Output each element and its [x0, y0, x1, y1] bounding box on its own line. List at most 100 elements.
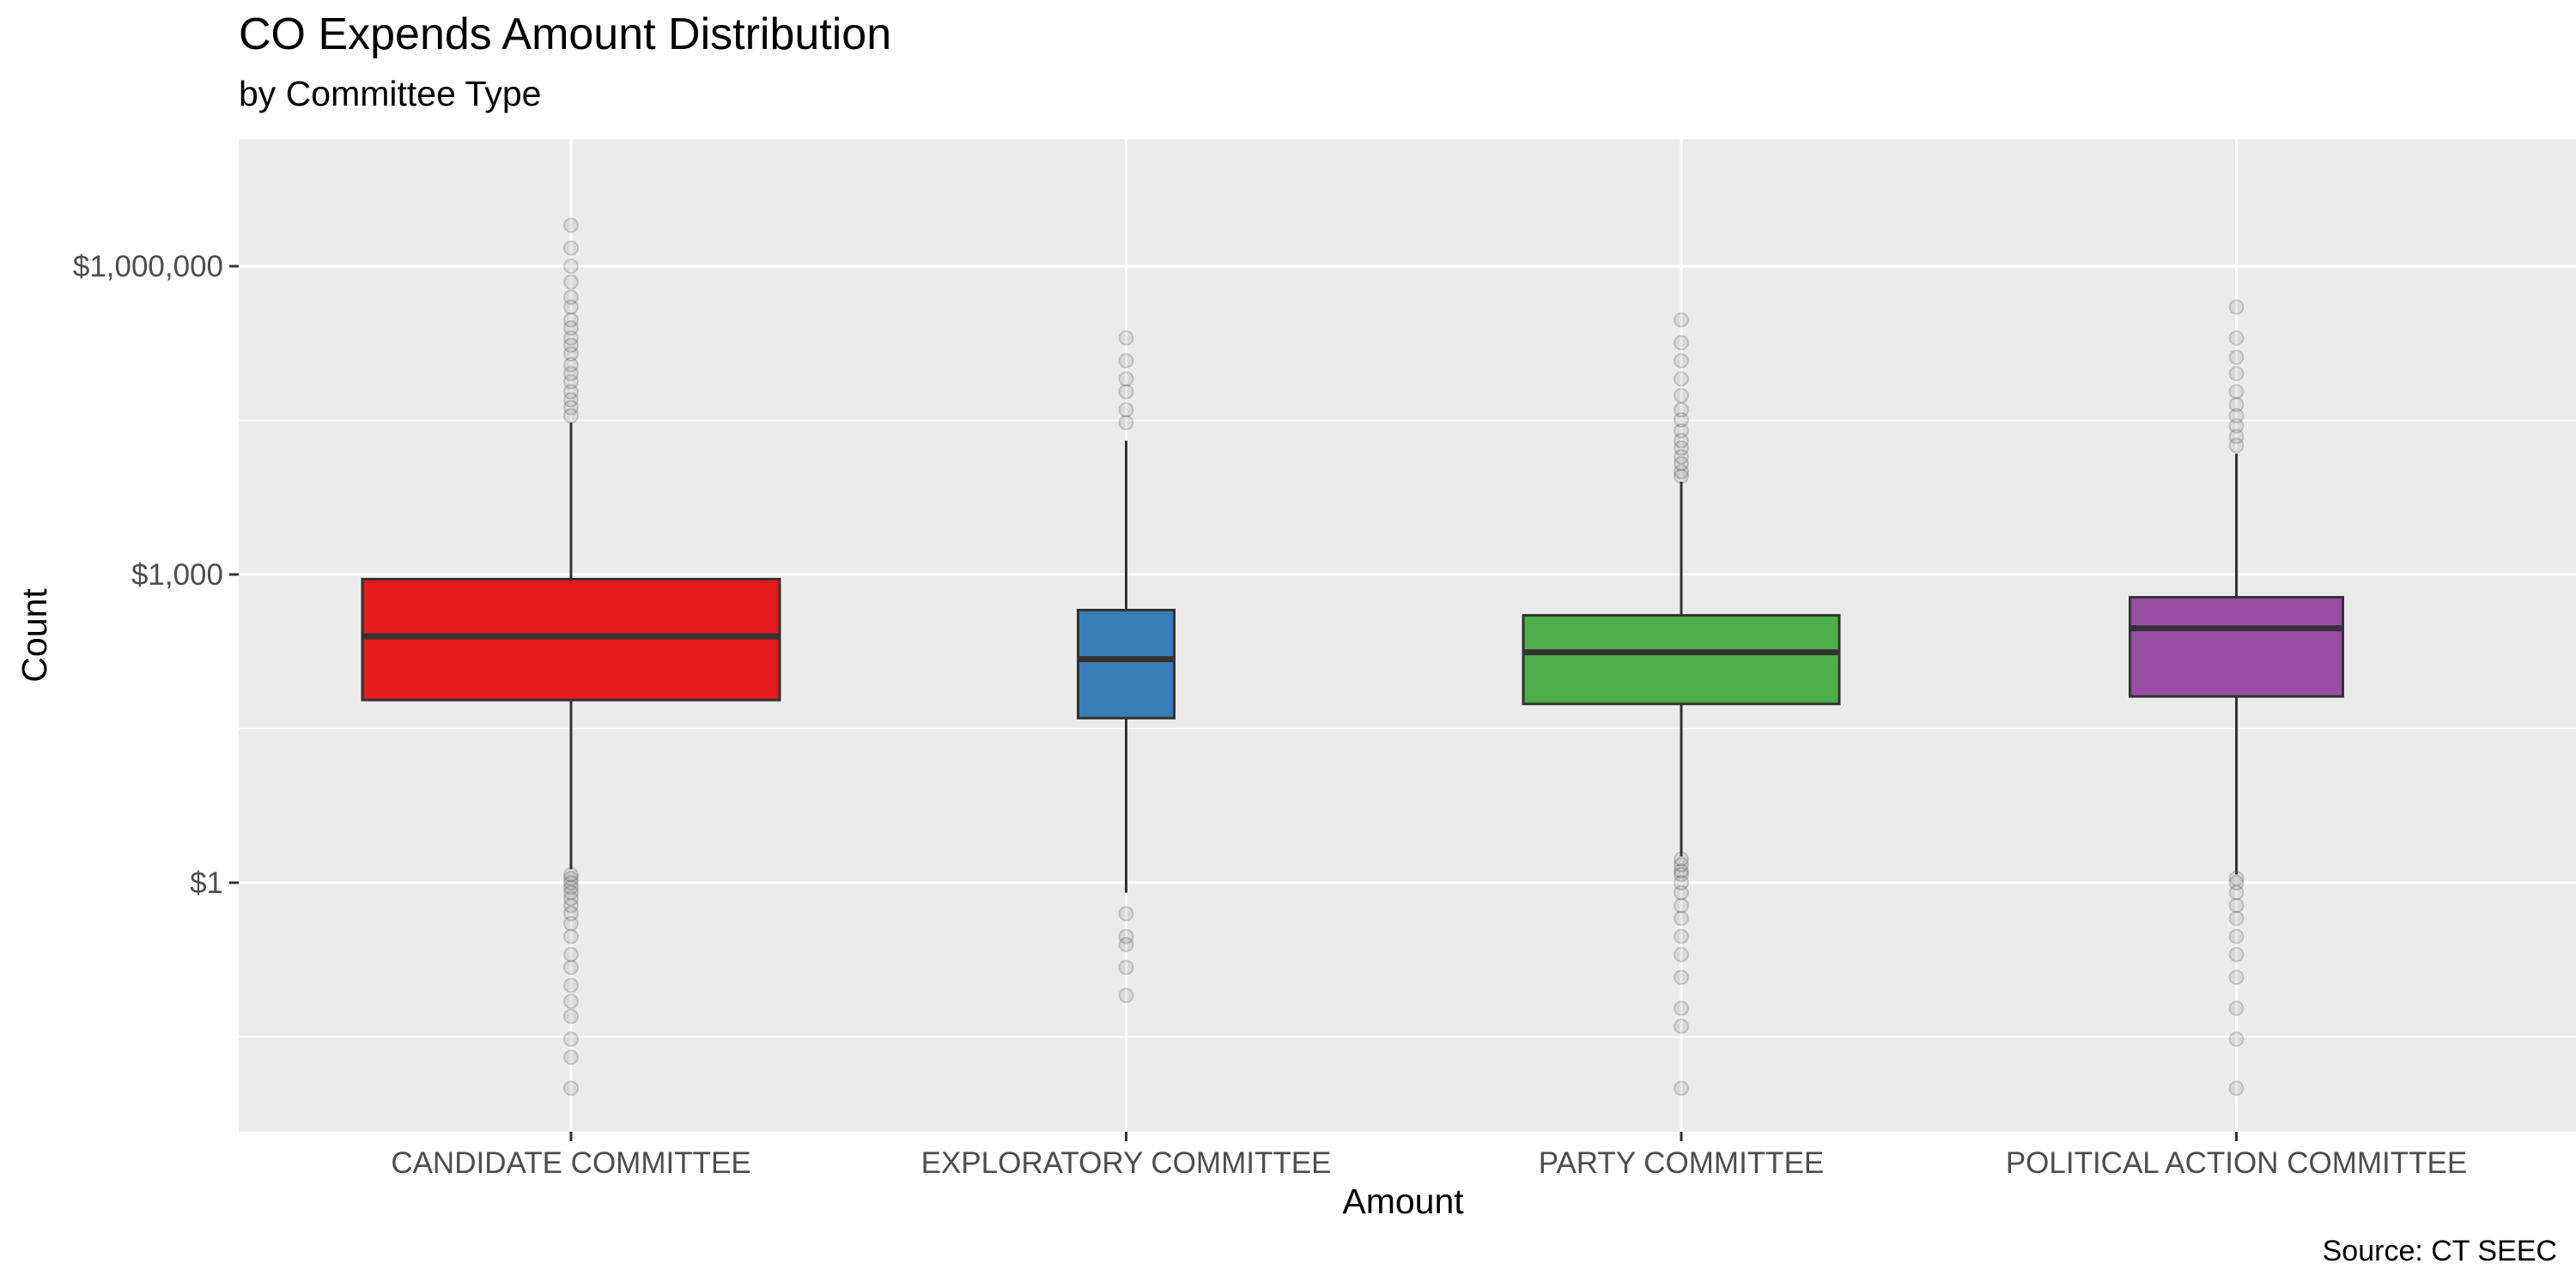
- outlier-point: [563, 977, 579, 993]
- outlier-point: [2228, 875, 2245, 890]
- outlier-point: [1674, 884, 1689, 901]
- outlier-point: [2228, 299, 2245, 315]
- outlier-point: [1674, 353, 1689, 369]
- box-iqr: [2129, 596, 2344, 698]
- outlier-point: [563, 1031, 579, 1048]
- outlier-point: [563, 240, 579, 256]
- outlier-point: [2228, 397, 2245, 413]
- outlier-point: [1674, 1000, 1689, 1017]
- outlier-point: [1674, 928, 1689, 945]
- outlier-point: [2228, 384, 2245, 400]
- outlier-point: [2228, 928, 2245, 945]
- outlier-point: [563, 890, 579, 907]
- outlier-point: [1118, 928, 1134, 945]
- outlier-point: [2228, 330, 2245, 346]
- chart-caption: Source: CT SEEC: [2322, 1235, 2557, 1267]
- x-tick-label: PARTY COMMITTEE: [1539, 1146, 1825, 1180]
- outlier-point: [1118, 371, 1134, 387]
- outlier-point: [1674, 1080, 1689, 1097]
- outlier-point: [563, 289, 579, 306]
- grid-layer: [239, 139, 2576, 1132]
- outlier-point: [563, 384, 579, 400]
- outlier-point: [1674, 464, 1689, 480]
- outlier-point: [2228, 349, 2245, 366]
- outlier-point: [1674, 856, 1689, 872]
- box-iqr: [1522, 614, 1841, 706]
- outlier-point: [563, 946, 579, 963]
- outlier-point: [2228, 417, 2245, 434]
- outlier-point: [563, 337, 579, 354]
- outlier-point: [1674, 422, 1689, 439]
- outlier-point: [1118, 959, 1134, 975]
- outlier-point: [563, 906, 579, 922]
- outlier-point: [563, 884, 579, 901]
- outlier-point: [563, 346, 579, 362]
- outlier-point: [2228, 408, 2245, 424]
- outlier-point: [563, 928, 579, 945]
- outlier-point: [1674, 866, 1689, 883]
- outlier-point: [1674, 875, 1689, 890]
- outlier-point: [563, 374, 579, 390]
- outlier-point: [1674, 411, 1689, 428]
- outlier-point: [563, 366, 579, 382]
- box-group: [2129, 299, 2344, 1097]
- box-iqr: [361, 577, 781, 702]
- x-tick-label: EXPLORATORY COMMITTEE: [921, 1146, 1332, 1180]
- outlier-point: [2228, 366, 2245, 382]
- box-group: [1522, 312, 1841, 1097]
- outlier-point: [2228, 884, 2245, 901]
- chart-title: CO Expends Amount Distribution: [239, 9, 892, 59]
- outlier-point: [563, 1080, 579, 1097]
- outlier-point: [563, 897, 579, 914]
- outlier-point: [563, 1008, 579, 1024]
- outlier-point: [563, 408, 579, 424]
- outlier-point: [1674, 402, 1689, 418]
- outlier-point: [563, 399, 579, 416]
- outlier-point: [2228, 969, 2245, 986]
- outlier-point: [563, 312, 579, 328]
- y-axis-title: Count: [15, 588, 54, 683]
- outlier-point: [1674, 897, 1689, 914]
- outlier-point: [1674, 335, 1689, 351]
- outlier-point: [1674, 448, 1689, 465]
- outlier-point: [2228, 910, 2245, 927]
- outlier-point: [1674, 910, 1689, 927]
- box-group: [1077, 330, 1176, 1004]
- x-axis-title: Amount: [1342, 1182, 1464, 1221]
- outlier-point: [563, 217, 579, 234]
- outlier-point: [563, 356, 579, 373]
- outlier-point: [1118, 384, 1134, 400]
- x-tick-label: CANDIDATE COMMITTEE: [391, 1146, 750, 1180]
- outlier-point: [1674, 863, 1689, 879]
- outlier-point: [1118, 987, 1134, 1004]
- outlier-point: [1674, 371, 1689, 387]
- outlier-point: [1118, 353, 1134, 369]
- outlier-point: [563, 274, 579, 290]
- outlier-point: [2228, 1000, 2245, 1017]
- box-iqr: [1077, 608, 1176, 720]
- y-tick-label: $1: [190, 866, 223, 900]
- outlier-point: [1674, 1018, 1689, 1035]
- outlier-point: [563, 299, 579, 315]
- outlier-point: [1118, 906, 1134, 922]
- outlier-point: [2228, 1080, 2245, 1097]
- chart-subtitle: by Committee Type: [239, 74, 542, 113]
- axis-layer: $1 $1,000 $1,000,000 CANDIDATE COMMITTEE EXP…: [73, 250, 2467, 1180]
- outlier-point: [563, 1049, 579, 1066]
- outlier-point: [1674, 312, 1689, 328]
- outlier-point: [2228, 437, 2245, 453]
- outlier-point: [1118, 415, 1134, 431]
- outlier-point: [1118, 330, 1134, 346]
- box-group: [361, 217, 781, 1097]
- outlier-point: [2228, 897, 2245, 914]
- outlier-point: [1674, 440, 1689, 456]
- outlier-point: [1674, 946, 1689, 963]
- outlier-point: [1674, 455, 1689, 471]
- y-tick-label: $1,000: [131, 558, 223, 592]
- outlier-point: [1118, 402, 1134, 418]
- outlier-point: [563, 875, 579, 890]
- outlier-point: [563, 993, 579, 1010]
- outlier-point: [563, 320, 579, 337]
- outlier-point: [563, 871, 579, 887]
